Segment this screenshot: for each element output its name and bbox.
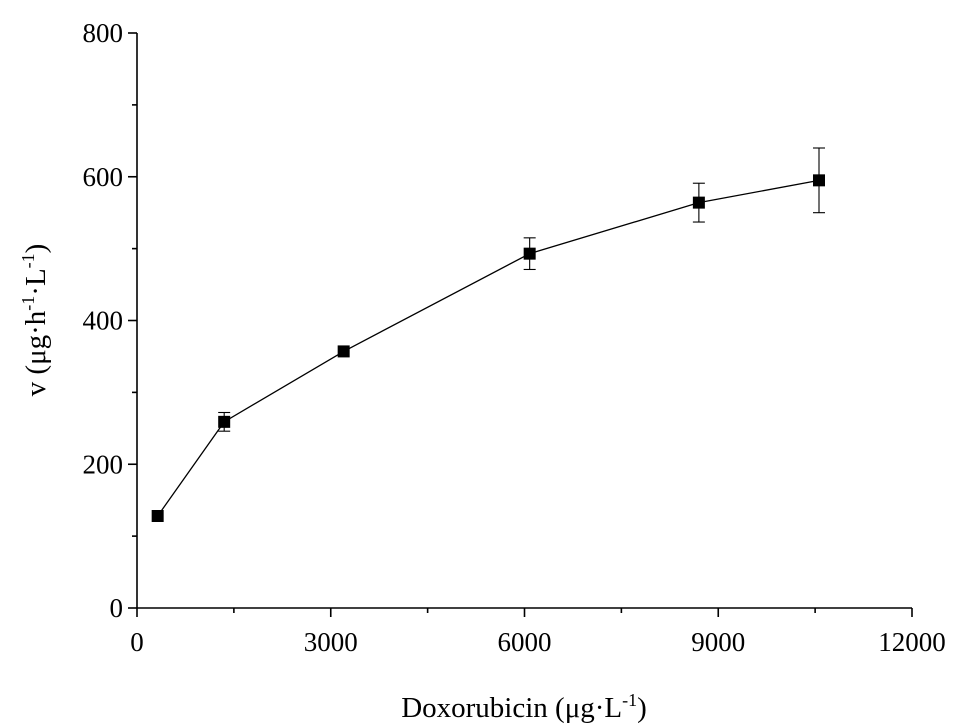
y-tick-label: 800	[83, 18, 124, 48]
y-axis-title: v (μg·h-1·L-1)	[18, 244, 52, 397]
y-axis-title-superscript-2: -1	[18, 253, 38, 268]
data-point	[523, 247, 536, 260]
x-axis-title-superscript: -1	[622, 690, 637, 710]
data-point	[692, 196, 705, 209]
x-tick-label: 9000	[691, 627, 745, 657]
y-axis-title-superscript-1: -1	[18, 296, 38, 311]
y-tick-label: 600	[83, 162, 124, 192]
x-tick-label: 12000	[878, 627, 946, 657]
y-tick-label: 0	[110, 593, 124, 623]
ticks	[128, 32, 913, 617]
series	[151, 147, 825, 522]
data-point	[813, 174, 825, 187]
x-tick-label: 3000	[304, 627, 358, 657]
x-tick-label: 6000	[498, 627, 552, 657]
y-axis-title-mid: ·L	[20, 268, 52, 295]
y-tick-label: 200	[83, 449, 124, 479]
x-tick-label: 0	[130, 627, 144, 657]
x-axis-title: Doxorubicin (μg·L-1)	[401, 690, 647, 724]
series-line	[157, 179, 820, 517]
axes	[136, 33, 912, 609]
y-axis-title-main: v (μg·h	[20, 310, 52, 396]
data-point	[337, 345, 350, 358]
data-point	[218, 415, 231, 428]
y-axis-title-end: )	[20, 244, 52, 254]
data-point	[151, 510, 164, 522]
y-tick-label: 400	[83, 306, 124, 336]
x-axis-title-end: )	[637, 692, 647, 724]
tick-labels: 0 3000 6000 9000 12000 0 200 400 600 800	[83, 18, 946, 657]
x-axis-title-main: Doxorubicin (μg·L	[401, 692, 622, 724]
